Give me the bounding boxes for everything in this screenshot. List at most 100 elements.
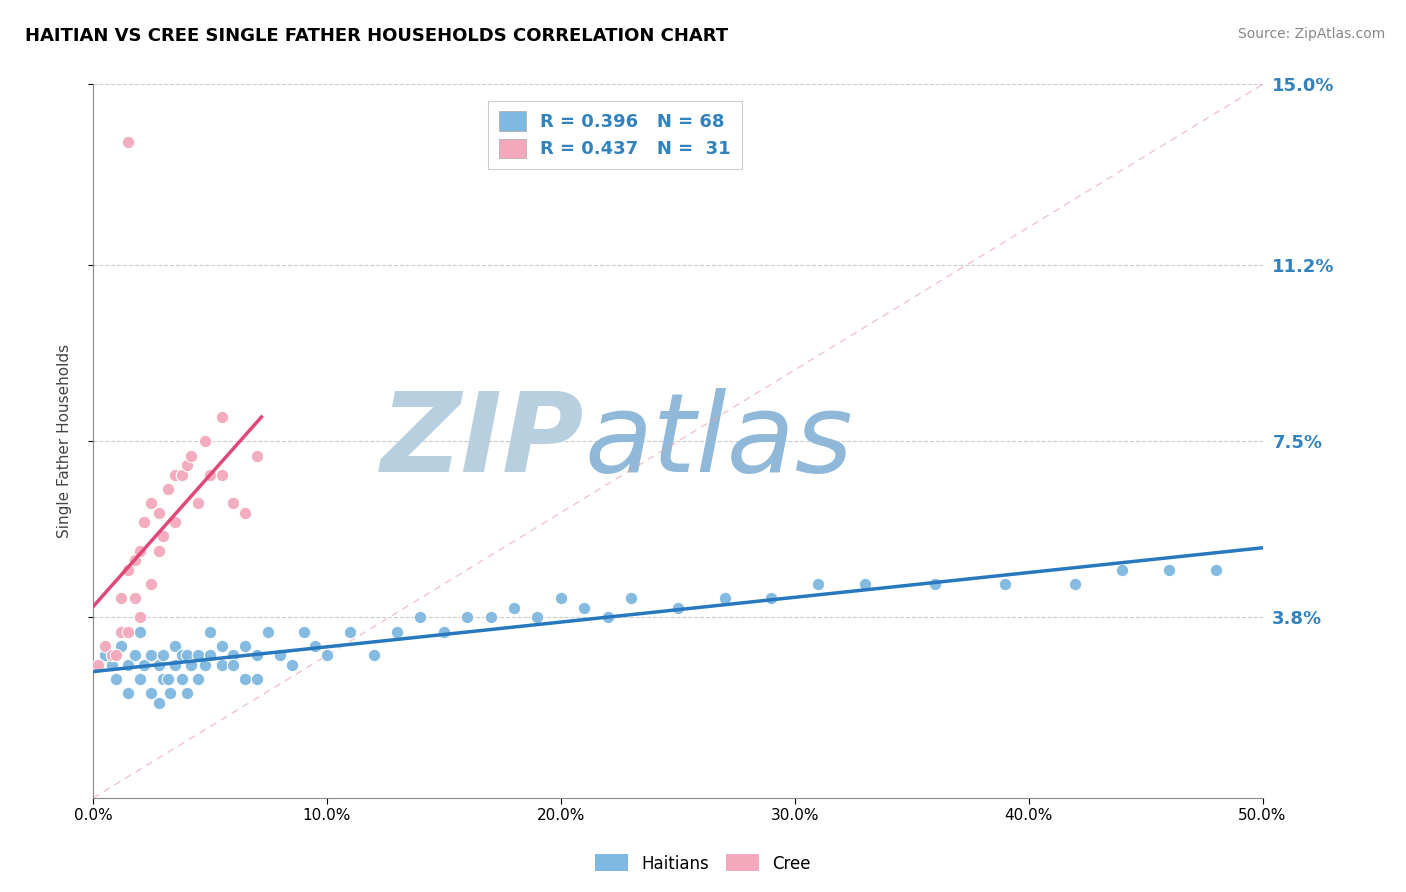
Point bbox=[141, 496, 163, 510]
Legend: R = 0.396   N = 68, R = 0.437   N =  31: R = 0.396 N = 68, R = 0.437 N = 31 bbox=[488, 101, 742, 169]
Point bbox=[246, 672, 269, 686]
Point bbox=[924, 577, 946, 591]
Legend: Haitians, Cree: Haitians, Cree bbox=[588, 847, 818, 880]
Point bbox=[148, 696, 170, 710]
Point bbox=[194, 657, 217, 672]
Point bbox=[152, 529, 174, 543]
Point bbox=[176, 458, 198, 472]
Point bbox=[304, 639, 326, 653]
Point bbox=[100, 657, 122, 672]
Point bbox=[170, 648, 193, 663]
Point bbox=[194, 434, 217, 449]
Point bbox=[163, 515, 186, 529]
Point bbox=[86, 657, 108, 672]
Point bbox=[148, 506, 170, 520]
Point bbox=[1205, 563, 1227, 577]
Point bbox=[409, 610, 432, 624]
Point bbox=[479, 610, 502, 624]
Text: Source: ZipAtlas.com: Source: ZipAtlas.com bbox=[1237, 27, 1385, 41]
Point bbox=[128, 672, 150, 686]
Point bbox=[666, 600, 689, 615]
Point bbox=[110, 624, 132, 639]
Point bbox=[281, 657, 304, 672]
Point bbox=[117, 624, 139, 639]
Point bbox=[713, 591, 735, 606]
Point bbox=[1064, 577, 1087, 591]
Point bbox=[163, 657, 186, 672]
Point bbox=[316, 648, 339, 663]
Point bbox=[456, 610, 478, 624]
Point bbox=[807, 577, 830, 591]
Point bbox=[222, 496, 245, 510]
Point bbox=[198, 624, 221, 639]
Point bbox=[117, 563, 139, 577]
Point bbox=[1157, 563, 1180, 577]
Point bbox=[211, 657, 233, 672]
Point bbox=[163, 639, 186, 653]
Point bbox=[187, 496, 209, 510]
Point bbox=[156, 672, 179, 686]
Point bbox=[596, 610, 619, 624]
Point bbox=[385, 624, 408, 639]
Point bbox=[152, 672, 174, 686]
Point bbox=[363, 648, 385, 663]
Point bbox=[105, 648, 128, 663]
Point bbox=[117, 135, 139, 149]
Point bbox=[117, 657, 139, 672]
Point bbox=[994, 577, 1017, 591]
Point bbox=[159, 686, 181, 700]
Point bbox=[550, 591, 572, 606]
Text: HAITIAN VS CREE SINGLE FATHER HOUSEHOLDS CORRELATION CHART: HAITIAN VS CREE SINGLE FATHER HOUSEHOLDS… bbox=[25, 27, 728, 45]
Point bbox=[198, 467, 221, 482]
Point bbox=[141, 648, 163, 663]
Point bbox=[176, 648, 198, 663]
Point bbox=[141, 686, 163, 700]
Point bbox=[1111, 563, 1133, 577]
Point bbox=[176, 686, 198, 700]
Point bbox=[211, 467, 233, 482]
Point bbox=[110, 591, 132, 606]
Point bbox=[110, 639, 132, 653]
Point bbox=[233, 639, 256, 653]
Point bbox=[761, 591, 783, 606]
Point bbox=[163, 467, 186, 482]
Point bbox=[246, 449, 269, 463]
Point bbox=[339, 624, 361, 639]
Point bbox=[124, 591, 146, 606]
Point bbox=[152, 648, 174, 663]
Point bbox=[117, 686, 139, 700]
Point bbox=[198, 648, 221, 663]
Point bbox=[211, 410, 233, 425]
Point bbox=[100, 648, 122, 663]
Point bbox=[105, 672, 128, 686]
Point bbox=[526, 610, 548, 624]
Point bbox=[148, 657, 170, 672]
Point bbox=[170, 672, 193, 686]
Point bbox=[128, 624, 150, 639]
Point bbox=[257, 624, 280, 639]
Point bbox=[620, 591, 643, 606]
Point bbox=[187, 648, 209, 663]
Point bbox=[292, 624, 315, 639]
Point bbox=[246, 648, 269, 663]
Text: atlas: atlas bbox=[585, 388, 853, 495]
Point bbox=[222, 657, 245, 672]
Point bbox=[187, 672, 209, 686]
Text: ZIP: ZIP bbox=[381, 388, 585, 495]
Y-axis label: Single Father Households: Single Father Households bbox=[58, 344, 72, 538]
Point bbox=[128, 610, 150, 624]
Point bbox=[574, 600, 596, 615]
Point bbox=[180, 657, 202, 672]
Point bbox=[211, 639, 233, 653]
Point bbox=[269, 648, 291, 663]
Point bbox=[853, 577, 876, 591]
Point bbox=[124, 553, 146, 567]
Point bbox=[134, 515, 156, 529]
Point bbox=[503, 600, 526, 615]
Point bbox=[93, 648, 115, 663]
Point bbox=[128, 543, 150, 558]
Point bbox=[93, 639, 115, 653]
Point bbox=[156, 482, 179, 496]
Point bbox=[180, 449, 202, 463]
Point bbox=[170, 467, 193, 482]
